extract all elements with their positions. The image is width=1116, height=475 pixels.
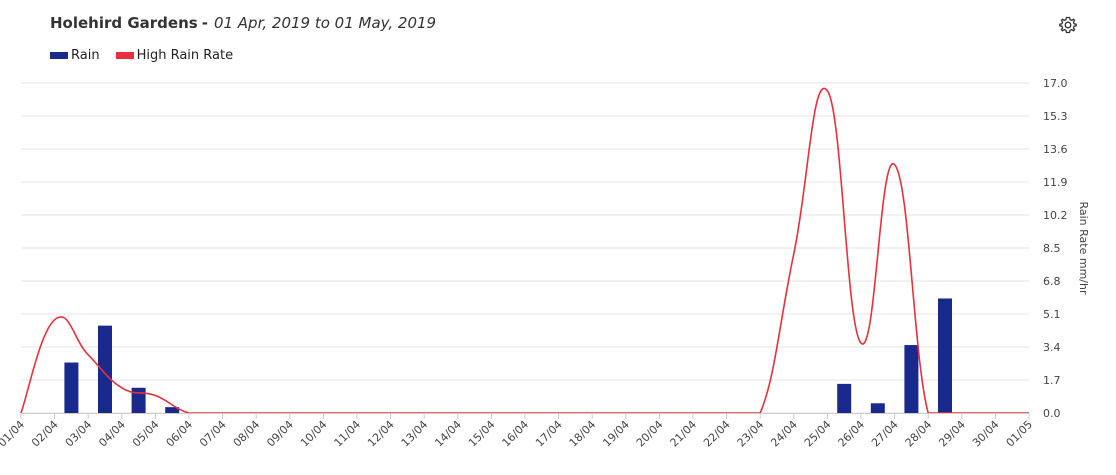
rain-bar[interactable]	[131, 387, 146, 413]
x-tick-label: 20/04	[634, 418, 666, 450]
x-tick-label: 23/04	[735, 418, 767, 450]
x-tick-label: 07/04	[197, 418, 229, 450]
rain-bar[interactable]	[904, 345, 919, 413]
x-tick-label: 12/04	[365, 418, 397, 450]
y-tick-label: 0.0	[1043, 407, 1061, 420]
rain-bar[interactable]	[870, 403, 885, 413]
x-tick-label: 29/04	[936, 418, 968, 450]
x-tick-label: 11/04	[332, 418, 364, 450]
x-tick-label: 16/04	[500, 418, 532, 450]
x-tick-label: 02/04	[29, 418, 61, 450]
x-tick-label: 18/04	[567, 418, 599, 450]
y-axis-title: Rain Rate mm/hr	[1077, 201, 1090, 294]
rain-bar[interactable]	[837, 383, 852, 413]
legend-item-rain[interactable]: Rain	[50, 48, 100, 63]
x-tick-label: 17/04	[533, 418, 565, 450]
y-tick-label: 10.2	[1043, 209, 1068, 222]
title-separator: -	[201, 14, 208, 32]
y-tick-label: 6.8	[1043, 275, 1061, 288]
chart-legend: Rain High Rain Rate	[50, 48, 249, 63]
x-tick-label: 10/04	[298, 418, 330, 450]
chart-title: Holehird Gardens - 01 Apr, 2019 to 01 Ma…	[50, 14, 436, 38]
legend-swatch-rain	[50, 52, 68, 59]
rain-bar[interactable]	[64, 362, 79, 413]
x-tick-label: 09/04	[264, 418, 296, 450]
x-tick-label: 21/04	[668, 418, 700, 450]
x-tick-label: 30/04	[970, 418, 1002, 450]
legend-label-high-rain-rate: High Rain Rate	[136, 48, 234, 63]
y-tick-label: 5.1	[1043, 308, 1061, 321]
y-tick-label: 13.6	[1043, 143, 1068, 156]
x-tick-label: 26/04	[836, 418, 868, 450]
y-tick-label: 1.7	[1043, 374, 1061, 387]
rain-bar[interactable]	[938, 298, 952, 413]
x-tick-label: 14/04	[432, 418, 464, 450]
x-tick-label: 01/04	[0, 418, 27, 450]
station-name: Holehird Gardens	[50, 14, 198, 32]
x-tick-label: 01/05	[1004, 418, 1036, 450]
x-tick-label: 25/04	[802, 418, 834, 450]
y-tick-label: 11.9	[1043, 176, 1068, 189]
x-axis-ticks: 01/04 02/04 03/04 04/04 05/04 06/04 07/04 08/04…	[0, 413, 1035, 450]
y-tick-label: 17.0	[1043, 77, 1068, 90]
legend-item-high-rain-rate[interactable]: High Rain Rate	[115, 48, 234, 63]
rain-bar[interactable]	[165, 407, 180, 413]
x-tick-label: 04/04	[96, 418, 128, 450]
x-tick-label: 22/04	[701, 418, 733, 450]
gear-icon[interactable]	[1058, 15, 1078, 35]
y-tick-label: 3.4	[1043, 341, 1061, 354]
x-tick-label: 15/04	[466, 418, 498, 450]
high-rain-rate-line	[20, 87, 1029, 414]
y-tick-label: 15.3	[1043, 110, 1068, 123]
rain-bars	[64, 298, 952, 413]
x-tick-label: 06/04	[164, 418, 196, 450]
x-tick-label: 24/04	[768, 418, 800, 450]
y-axis-ticks: 0.0 1.7 3.4 5.1 6.8 8.5 10.2 11.9 13.6 15.3 17.0	[1043, 77, 1068, 420]
x-tick-label: 27/04	[869, 418, 901, 450]
x-tick-label: 03/04	[63, 418, 95, 450]
date-range: 01 Apr, 2019 to 01 May, 2019	[213, 14, 437, 32]
x-tick-label: 05/04	[130, 418, 162, 450]
x-tick-label: 13/04	[399, 418, 431, 450]
x-tick-label: 08/04	[231, 418, 263, 450]
legend-label-rain: Rain	[71, 48, 100, 63]
y-tick-label: 8.5	[1043, 242, 1061, 255]
x-tick-label: 19/04	[600, 418, 632, 450]
rain-bar[interactable]	[98, 325, 112, 413]
legend-swatch-high-rain-rate	[115, 52, 134, 59]
x-tick-label: 28/04	[903, 418, 935, 450]
